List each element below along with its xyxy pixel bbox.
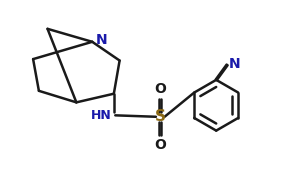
Text: N: N	[229, 57, 241, 71]
Text: S: S	[154, 109, 166, 124]
Text: O: O	[154, 138, 166, 152]
Text: N: N	[96, 33, 107, 47]
Text: O: O	[154, 82, 166, 96]
Text: HN: HN	[91, 109, 111, 122]
